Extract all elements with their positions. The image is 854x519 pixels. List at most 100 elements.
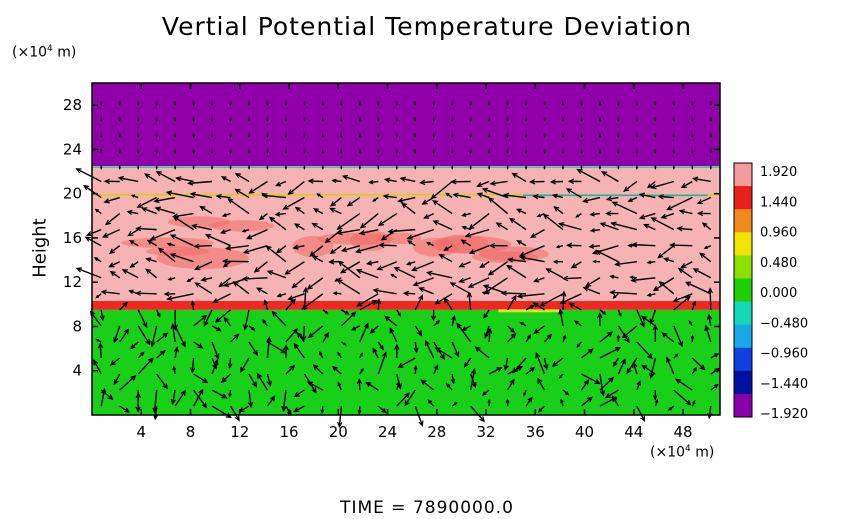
vector-arrow: [652, 390, 658, 401]
vector-arrow: [303, 373, 317, 394]
vector-arrow: [377, 341, 384, 351]
vector-arrow: [284, 133, 288, 138]
vector-arrow: [612, 395, 620, 407]
vector-arrow: [646, 260, 656, 265]
vector-arrow: [247, 133, 251, 138]
vector-arrow: [170, 389, 176, 406]
vector-arrow: [316, 193, 324, 199]
vector-arrow: [274, 180, 287, 187]
vector-arrow: [413, 364, 418, 375]
vector-arrow: [524, 149, 528, 154]
vector-arrow: [331, 178, 342, 184]
vector-arrow: [568, 302, 582, 311]
vector-arrow: [242, 245, 268, 254]
vector-arrow: [680, 261, 693, 268]
vector-arrow: [397, 357, 416, 368]
vector-arrow: [331, 365, 342, 375]
vector-arrow: [649, 309, 657, 325]
vector-arrow: [332, 291, 342, 296]
vector-arrow: [193, 243, 213, 249]
vector-arrow: [136, 196, 157, 208]
vector-arrow: [395, 133, 398, 138]
vector-arrow: [321, 101, 325, 106]
vector-arrow: [581, 396, 593, 407]
vector-arrow: [592, 259, 600, 264]
vector-arrow: [303, 101, 306, 106]
vector-arrow: [150, 325, 158, 348]
vector-arrow: [525, 304, 535, 311]
vector-arrow: [486, 327, 493, 343]
vector-arrow: [204, 234, 231, 247]
vector-arrow: [525, 366, 536, 375]
vector-arrow: [382, 193, 397, 200]
vector-arrow: [507, 325, 516, 333]
vector-arrow: [483, 309, 490, 319]
vector-arrow: [337, 406, 343, 429]
vector-arrow: [100, 101, 103, 106]
vector-arrow: [672, 149, 675, 154]
vector-arrow: [137, 117, 140, 122]
vector-arrow: [263, 299, 269, 311]
vector-arrow: [691, 357, 706, 371]
vector-arrow: [175, 176, 194, 183]
x-tick-label: 8: [186, 423, 196, 441]
vector-arrow: [605, 196, 619, 202]
vector-arrow: [100, 133, 103, 138]
vector-arrow: [303, 133, 306, 138]
vector-arrow: [359, 352, 363, 359]
turbulence-patch: [292, 236, 334, 257]
vector-arrow: [228, 390, 232, 398]
vector-arrow: [262, 318, 269, 327]
vector-arrow: [141, 207, 157, 215]
time-label: TIME = 7890000.0: [340, 498, 514, 518]
vector-arrow: [503, 357, 509, 372]
vector-arrow: [377, 405, 387, 414]
vector-arrow: [414, 133, 417, 138]
vector-arrow: [451, 133, 454, 138]
vector-arrow: [383, 177, 397, 183]
vector-arrow: [248, 341, 259, 357]
vector-arrow: [227, 357, 233, 369]
vector-arrow: [165, 190, 194, 199]
vector-arrow: [654, 101, 657, 106]
vector-arrow: [562, 275, 582, 282]
vector-arrow: [516, 208, 527, 215]
vector-arrow: [581, 373, 601, 385]
vector-arrow: [582, 286, 601, 295]
vector-arrow: [610, 221, 638, 231]
vector-arrow: [378, 242, 397, 248]
vector-arrow: [293, 342, 305, 359]
vector-arrow: [543, 149, 546, 154]
vector-arrow: [635, 133, 639, 138]
vector-arrow: [301, 325, 307, 342]
vector-arrow: [598, 149, 602, 154]
vector-arrow: [93, 359, 102, 375]
vector-arrow: [561, 133, 565, 138]
vector-arrow: [458, 277, 471, 283]
vector-arrow: [469, 373, 477, 389]
vector-arrow: [247, 165, 251, 170]
vector-arrow: [101, 228, 120, 238]
vector-arrow: [211, 341, 220, 360]
vector-arrow: [580, 379, 590, 391]
colorbar-label: 0.480: [760, 256, 797, 271]
vector-arrow: [652, 277, 675, 292]
vector-arrow: [535, 352, 546, 375]
vector-arrow: [673, 353, 679, 359]
vector-arrow: [469, 165, 472, 170]
vector-arrow: [581, 196, 601, 204]
vector-arrow: [193, 314, 208, 327]
vector-arrow: [203, 309, 213, 327]
vector-arrow: [650, 217, 675, 231]
vector-arrow: [672, 117, 675, 122]
vector-arrow: [340, 117, 343, 122]
vector-arrow: [146, 239, 158, 247]
vector-arrow: [266, 149, 269, 154]
vector-arrow: [432, 149, 435, 154]
vector-arrow: [312, 364, 324, 375]
vector-arrow: [661, 332, 675, 343]
vector-arrow: [709, 117, 712, 122]
vector-arrow: [389, 327, 398, 343]
vector-arrow: [706, 313, 713, 327]
